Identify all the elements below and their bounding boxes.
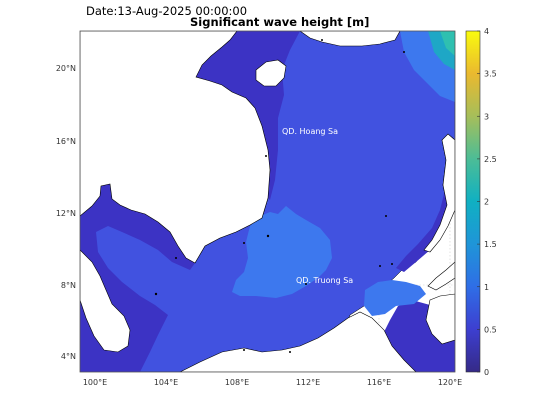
colorbar-tick-label: 3: [484, 112, 489, 121]
date-label: Date:13-Aug-2025 00:00:00: [86, 4, 248, 18]
colorbar-tick-label: 2: [484, 198, 489, 207]
map-border: [79, 30, 456, 373]
x-tick-label: 108°E: [225, 378, 249, 387]
land-hainan: [255, 59, 287, 87]
colorbar-tick-label: 0: [484, 368, 489, 377]
colorbar: 4 3.5 3 2.5 2 1.5 1 0.5 0: [465, 27, 497, 377]
y-tick-label: 4°N: [61, 352, 76, 361]
small-islands: [154, 39, 405, 353]
colorbar-tick-label: 4: [484, 27, 489, 36]
colorbar-tick-label: 3.5: [484, 70, 497, 79]
x-tick-label: 120°E: [438, 378, 462, 387]
land-indochina: [80, 31, 271, 264]
land-philippines: [423, 133, 455, 253]
colorbar-tick-label: 0.5: [484, 325, 497, 334]
x-tick-label: 116°E: [367, 378, 391, 387]
land-malay-peninsula: [80, 249, 131, 353]
colorbar-tick-label: 1.5: [484, 240, 497, 249]
land-mindanao: [425, 293, 455, 345]
map-title: Significant wave height [m]: [190, 15, 370, 29]
y-tick-label: 12°N: [56, 209, 76, 218]
y-tick-label: 8°N: [61, 281, 76, 290]
y-tick-label: 20°N: [56, 64, 76, 73]
x-axis: 100°E 104°E 108°E 112°E 116°E 120°E: [83, 378, 462, 387]
place-label-truong-sa: QD. Truong Sa: [296, 276, 353, 285]
land-palawan: [427, 261, 455, 291]
land-south-china: [299, 31, 401, 47]
northeast-peak-core: [440, 31, 455, 56]
x-tick-label: 104°E: [154, 378, 178, 387]
colorbar-tick-label: 1: [484, 283, 489, 292]
y-axis: 20°N 16°N 12°N 8°N 4°N: [56, 64, 76, 361]
east-high-wave: [364, 280, 426, 316]
y-tick-label: 16°N: [56, 137, 76, 146]
land-borneo: [179, 311, 417, 372]
colorbar-tick-label: 2.5: [484, 155, 497, 164]
x-tick-label: 100°E: [83, 378, 107, 387]
x-tick-label: 112°E: [296, 378, 320, 387]
place-label-hoang-sa: QD. Hoang Sa: [282, 127, 338, 136]
truong-sa-high-wave: [232, 206, 332, 298]
